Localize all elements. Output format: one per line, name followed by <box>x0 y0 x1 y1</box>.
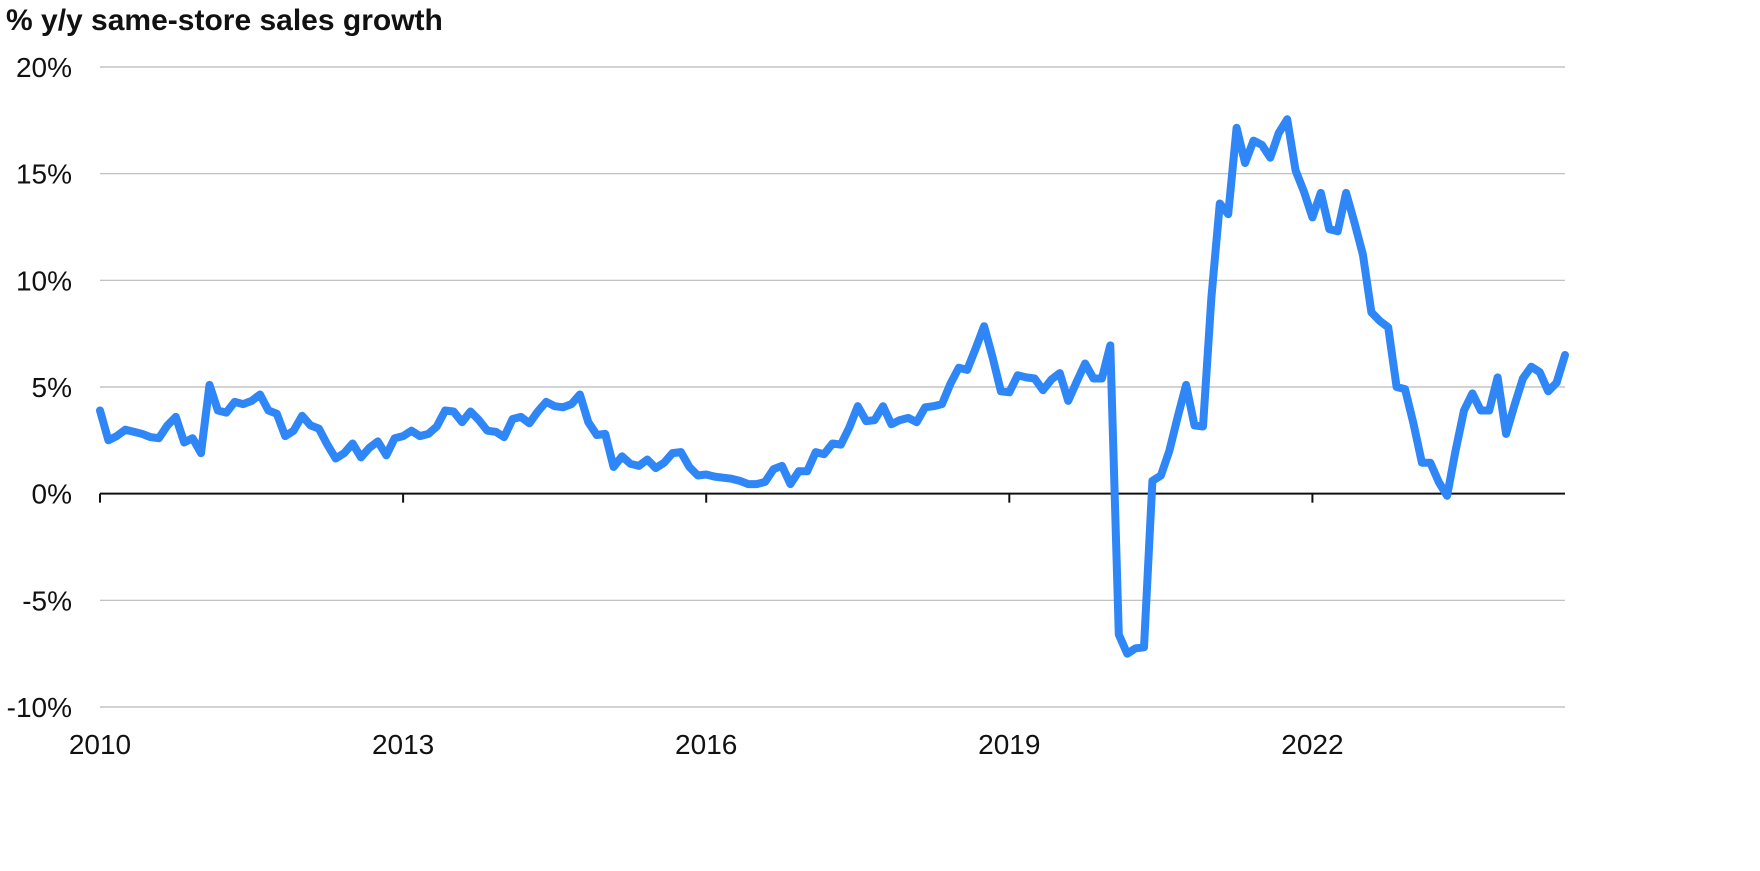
y-tick-labels: 20% 15% 10% 5% 0% -5% -10% <box>7 52 72 723</box>
series-layer <box>96 115 1569 658</box>
y-tick-label: 5% <box>32 372 72 403</box>
x-tick-label: 2019 <box>978 729 1040 760</box>
axes <box>99 492 1565 503</box>
x-tick-labels: 2010 2013 2016 2019 2022 <box>69 729 1344 760</box>
y-tick-label: -5% <box>22 585 72 616</box>
y-tick-label: 15% <box>16 159 72 190</box>
y-tick-label: -10% <box>7 692 72 723</box>
series-line-0 <box>96 115 1569 658</box>
x-tick-label: 2013 <box>372 729 434 760</box>
y-tick-label: 20% <box>16 52 72 83</box>
x-tick-label: 2016 <box>675 729 737 760</box>
y-tick-label: 10% <box>16 265 72 296</box>
gridlines <box>100 66 1565 708</box>
chart-title: % y/y same-store sales growth <box>6 4 443 37</box>
x-tick-label: 2010 <box>69 729 131 760</box>
y-tick-label: 0% <box>32 479 72 510</box>
x-tick-label: 2022 <box>1281 729 1343 760</box>
